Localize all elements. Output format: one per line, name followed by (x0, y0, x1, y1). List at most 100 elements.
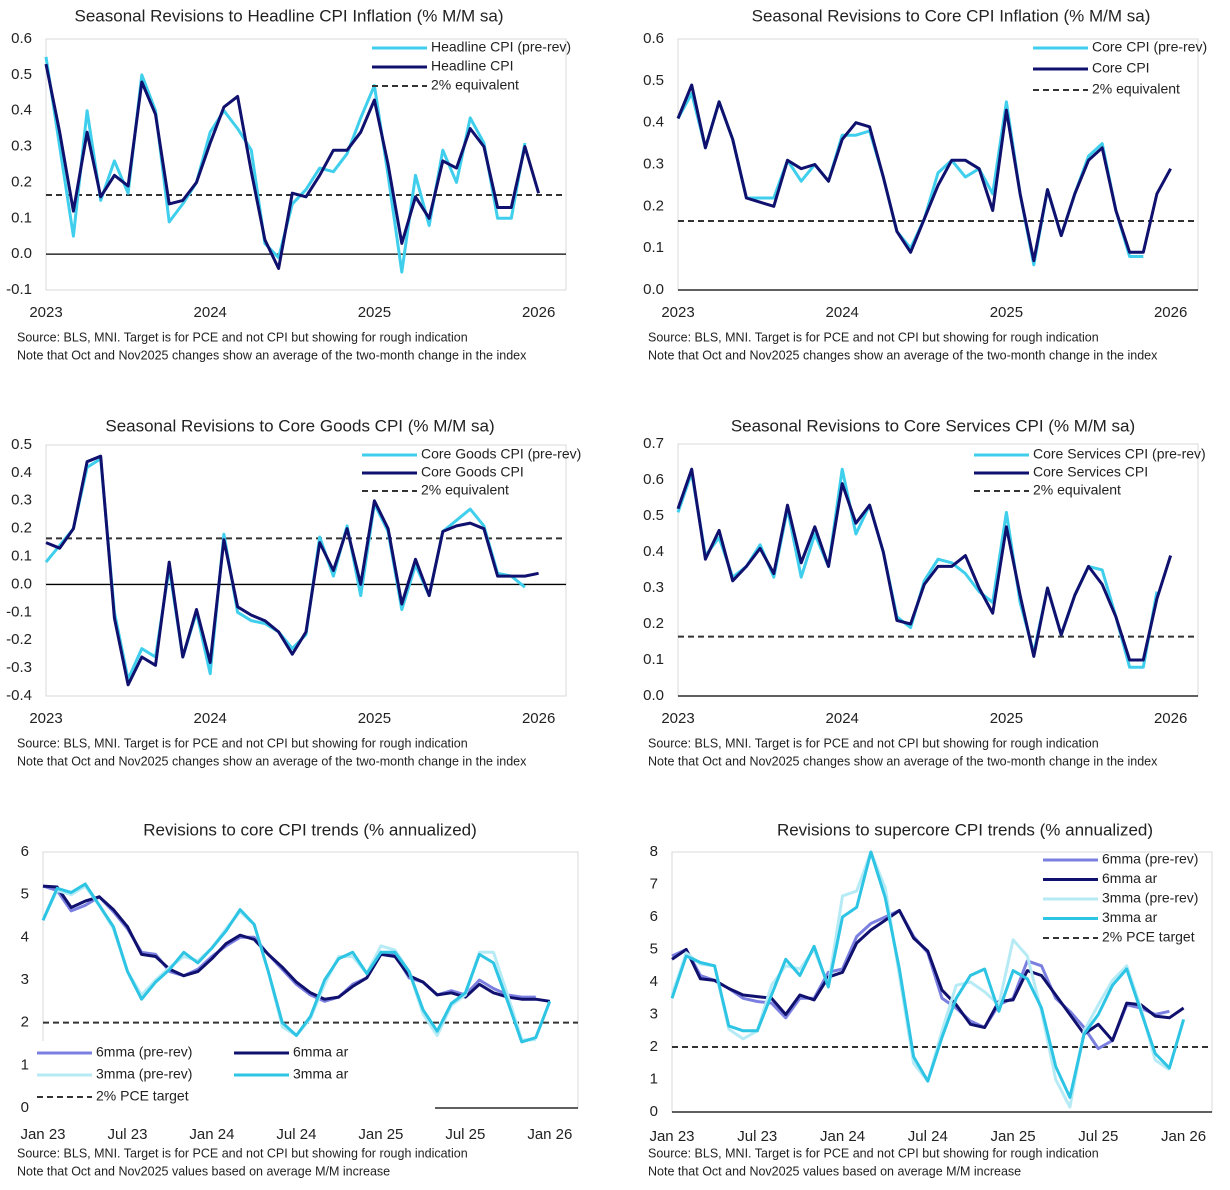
source-note: Note that Oct and Nov2025 values based o… (648, 1164, 1021, 1178)
x-tick-label: Jul 25 (445, 1126, 485, 1143)
x-tick-label: Jul 23 (737, 1128, 777, 1145)
y-tick-label: 0.0 (643, 281, 664, 298)
y-tick-label: 0.0 (11, 575, 32, 592)
source-note: Note that Oct and Nov2025 changes show a… (648, 348, 1158, 362)
x-tick-label: Jan 26 (527, 1126, 572, 1143)
source-note: Note that Oct and Nov2025 changes show a… (17, 754, 527, 768)
legend-label: 2% equivalent (421, 482, 509, 498)
series-line (676, 91, 1144, 267)
legend-label: 2% equivalent (1092, 81, 1180, 97)
x-tick-label: 2025 (990, 710, 1023, 727)
series-line (42, 884, 551, 1003)
y-tick-label: -0.4 (6, 687, 32, 704)
y-tick-label: 8 (650, 843, 658, 860)
x-tick-label: Jan 23 (649, 1128, 694, 1145)
source-note: Note that Oct and Nov2025 values based o… (17, 1164, 390, 1178)
source-note: Source: BLS, MNI. Target is for PCE and … (648, 330, 1099, 344)
legend-box (31, 1041, 435, 1111)
y-tick-label: 0.5 (643, 507, 664, 524)
x-tick-label: Jan 25 (991, 1128, 1036, 1145)
series-line (44, 63, 541, 270)
y-tick-label: 0.2 (643, 615, 664, 632)
y-tick-label: 0.4 (643, 543, 664, 560)
y-tick-label: 0.3 (643, 155, 664, 172)
y-tick-label: 3 (650, 1005, 658, 1022)
x-tick-label: 2024 (826, 710, 859, 727)
y-tick-label: 0.2 (11, 520, 32, 537)
series-line (41, 882, 552, 1044)
y-tick-label: 7 (650, 875, 658, 892)
plot-area (677, 38, 1199, 291)
series-line (676, 467, 1173, 662)
x-tick-label: Jan 24 (189, 1126, 234, 1143)
source-note: Source: BLS, MNI. Target is for PCE and … (17, 736, 468, 750)
x-tick-label: 2024 (826, 304, 859, 321)
y-tick-label: 0.3 (643, 579, 664, 596)
x-tick-label: Jan 26 (1161, 1128, 1206, 1145)
x-tick-label: Jul 25 (1078, 1128, 1118, 1145)
legend-label: Core Services CPI (1033, 464, 1148, 480)
y-tick-label: 4 (21, 928, 29, 945)
y-tick-label: 0.6 (11, 30, 32, 47)
chart-title: Seasonal Revisions to Core CPI Inflation… (752, 6, 1151, 25)
source-note: Source: BLS, MNI. Target is for PCE and … (17, 1146, 468, 1160)
source-note: Source: BLS, MNI. Target is for PCE and … (648, 1146, 1099, 1160)
y-tick-label: 5 (650, 940, 658, 957)
x-tick-label: 2023 (29, 304, 62, 321)
y-tick-label: 0.0 (11, 245, 32, 262)
chart-title: Seasonal Revisions to Headline CPI Infla… (75, 6, 504, 25)
y-tick-label: 0.5 (643, 72, 664, 89)
series-line (45, 454, 539, 687)
y-tick-label: 0.1 (11, 209, 32, 226)
x-tick-label: Jul 23 (107, 1126, 147, 1143)
y-tick-label: 0.1 (643, 239, 664, 256)
chart-title: Revisions to core CPI trends (% annualiz… (143, 820, 477, 839)
y-tick-label: 0.0 (643, 687, 664, 704)
legend-label: Core Goods CPI (pre-rev) (421, 446, 581, 462)
x-tick-label: Jan 25 (358, 1126, 403, 1143)
y-tick-label: 6 (21, 843, 29, 860)
y-tick-label: 0.5 (11, 66, 32, 83)
legend-label: 3mma ar (1102, 909, 1158, 925)
y-tick-label: 0.4 (11, 464, 32, 481)
x-tick-label: 2023 (661, 304, 694, 321)
source-note: Source: BLS, MNI. Target is for PCE and … (648, 736, 1099, 750)
y-tick-label: 0.4 (11, 102, 32, 119)
legend-label: Headline CPI (pre-rev) (431, 39, 571, 55)
y-tick-label: 0 (650, 1103, 658, 1120)
y-tick-label: -0.1 (6, 281, 32, 298)
legend-label: 3mma ar (293, 1066, 349, 1082)
legend-label: 3mma (pre-rev) (96, 1066, 192, 1082)
legend-label: 2% PCE target (96, 1088, 189, 1104)
x-tick-label: 2025 (358, 710, 391, 727)
legend-label: 3mma (pre-rev) (1102, 890, 1198, 906)
y-tick-label: 0.3 (11, 138, 32, 155)
y-tick-label: 0.2 (643, 197, 664, 214)
y-tick-label: 0.2 (11, 173, 32, 190)
x-tick-label: 2024 (194, 304, 227, 321)
legend-label: Core Services CPI (pre-rev) (1033, 446, 1206, 462)
legend-label: 6mma ar (293, 1044, 349, 1060)
y-tick-label: 0.1 (643, 651, 664, 668)
y-tick-label: 0.3 (11, 492, 32, 509)
y-tick-label: 4 (650, 973, 658, 990)
y-tick-label: 0.6 (643, 471, 664, 488)
y-tick-label: 1 (650, 1070, 658, 1087)
source-note: Note that Oct and Nov2025 changes show a… (17, 348, 527, 362)
chart-title: Seasonal Revisions to Core Services CPI … (731, 416, 1135, 435)
x-tick-label: 2026 (1154, 304, 1187, 321)
y-tick-label: -0.2 (6, 631, 32, 648)
plot-area (45, 38, 567, 291)
plot-area (45, 444, 567, 697)
x-tick-label: 2023 (29, 710, 62, 727)
series-line (671, 909, 1185, 1042)
legend-label: 6mma (pre-rev) (1102, 851, 1198, 867)
y-tick-label: 0.4 (643, 114, 664, 131)
x-tick-label: Jul 24 (908, 1128, 948, 1145)
legend-label: Headline CPI (431, 58, 514, 74)
series-line (41, 884, 536, 1042)
source-note: Note that Oct and Nov2025 changes show a… (648, 754, 1158, 768)
x-tick-label: 2024 (194, 710, 227, 727)
legend-label: Core CPI (1092, 60, 1150, 76)
